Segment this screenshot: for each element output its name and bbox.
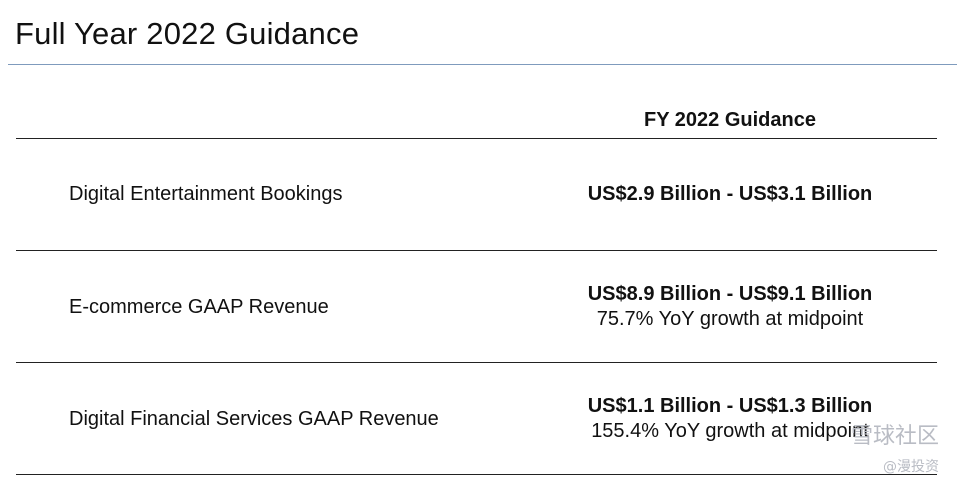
- guidance-range: US$8.9 Billion - US$9.1 Billion: [587, 283, 873, 305]
- guidance-range: US$1.1 Billion - US$1.3 Billion: [587, 395, 873, 417]
- row-value-digital-financial-services: US$1.1 Billion - US$1.3 Billion 155.4% Y…: [560, 394, 900, 444]
- column-header-fy2022: FY 2022 Guidance: [644, 109, 816, 131]
- growth-note: 155.4% YoY growth at midpoint: [591, 420, 869, 442]
- row-divider: [16, 250, 937, 251]
- row-label-digital-financial-services: Digital Financial Services GAAP Revenue: [69, 408, 439, 430]
- row-label-digital-entertainment: Digital Entertainment Bookings: [69, 183, 343, 205]
- watermark-community: 雪球社区: [850, 424, 939, 449]
- growth-note: 75.7% YoY growth at midpoint: [596, 308, 864, 330]
- title-divider: [8, 64, 957, 65]
- row-value-digital-entertainment: US$2.9 Billion - US$3.1 Billion: [560, 182, 900, 207]
- guidance-range: US$2.9 Billion - US$3.1 Billion: [587, 183, 873, 205]
- row-label-ecommerce: E-commerce GAAP Revenue: [69, 296, 329, 318]
- watermark-handle: @漫投资: [883, 459, 939, 475]
- page-title: Full Year 2022 Guidance: [15, 16, 360, 51]
- header-rule: [16, 138, 937, 139]
- row-value-ecommerce: US$8.9 Billion - US$9.1 Billion 75.7% Yo…: [560, 282, 900, 332]
- row-divider: [16, 362, 937, 363]
- table-bottom-rule: [16, 474, 937, 475]
